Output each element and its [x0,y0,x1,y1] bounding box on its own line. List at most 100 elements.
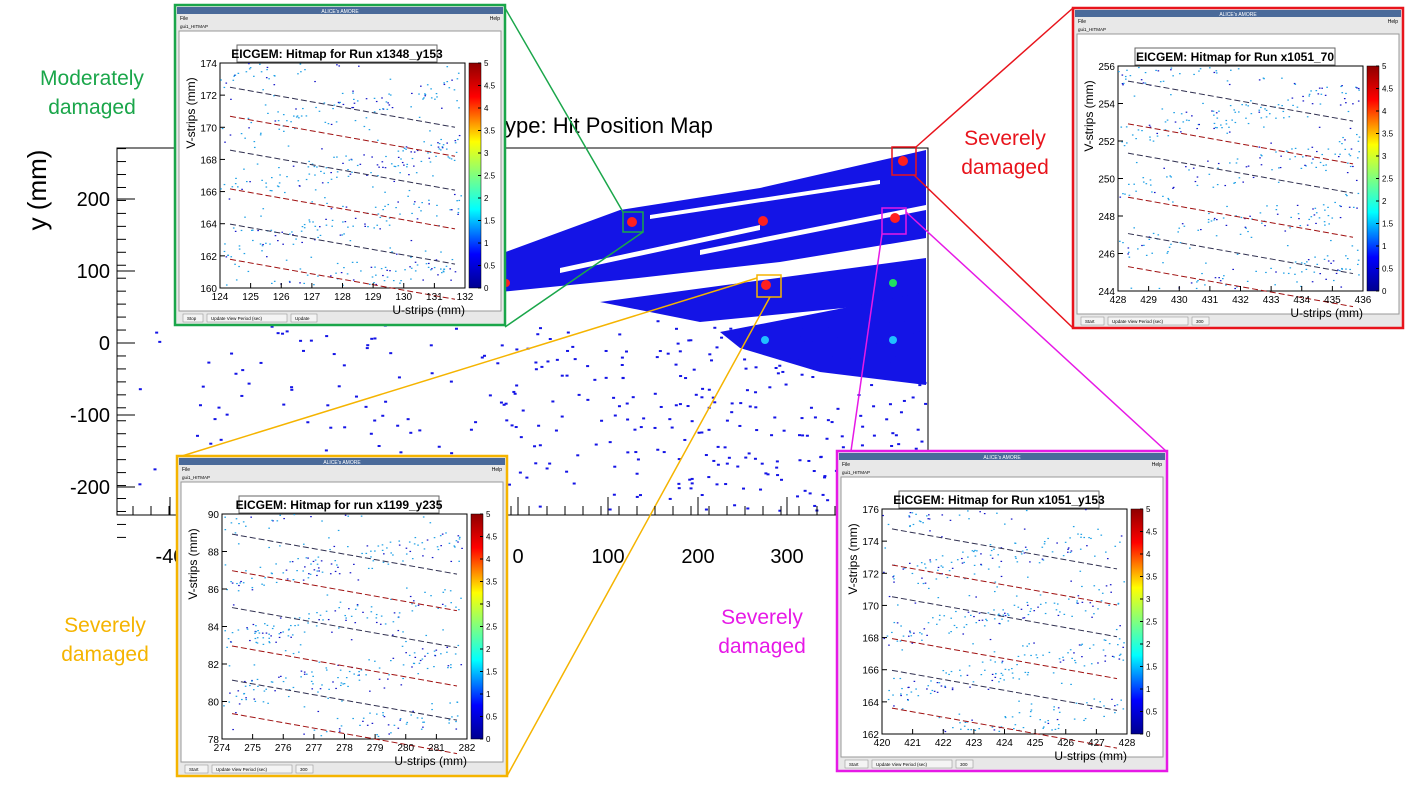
hit [388,217,391,219]
hit [336,64,338,66]
hit [989,544,992,546]
hit [442,270,445,272]
hit [1266,205,1268,207]
hit [1092,644,1095,646]
button[interactable] [1191,316,1210,326]
hit [418,93,420,95]
hit [353,673,356,675]
button[interactable] [295,764,314,774]
hit [1284,230,1287,232]
x-tick-label: 425 [1027,738,1044,749]
hit [316,574,318,577]
hit [1037,606,1039,608]
hit [283,130,285,132]
hit [928,518,931,520]
hit [429,344,433,347]
hit [808,492,812,495]
hit [291,634,294,636]
hit [270,572,273,574]
hit [626,418,630,421]
hit [326,202,328,205]
button[interactable] [206,313,288,323]
hit [1356,87,1358,89]
button[interactable] [844,759,869,769]
button[interactable] [1107,316,1189,326]
button[interactable] [290,313,318,323]
button[interactable] [182,313,204,323]
hit [967,611,970,613]
button[interactable] [211,764,293,774]
hit [936,681,939,684]
hit [962,551,964,553]
hit [917,582,919,585]
hit [1118,658,1121,660]
hit [951,687,954,689]
hit [1321,87,1323,89]
hit [1213,219,1215,221]
x-tick-label: 131 [426,292,443,303]
hit [272,625,275,627]
hit [1004,612,1006,614]
hit [272,520,274,522]
hit [270,635,272,637]
hit [274,120,277,122]
hit [400,684,403,686]
hit [1276,205,1278,207]
button[interactable] [1080,316,1105,326]
hit [993,548,995,550]
hit [716,445,720,448]
hit [266,256,268,258]
hit [317,710,320,713]
hit [1120,126,1123,128]
hit [270,229,273,231]
hit [1261,222,1263,224]
hit [390,660,392,662]
y-tick-label: 168 [862,634,879,645]
hit [1014,556,1017,558]
hit [433,266,436,269]
hit [288,689,291,691]
hit [1108,643,1111,645]
hit [274,690,276,692]
hit [840,435,844,438]
hit [240,229,243,232]
hit [447,665,450,667]
hit [1352,165,1354,168]
hit [884,547,887,549]
hit [356,164,359,167]
button[interactable] [871,759,953,769]
hit [1198,123,1201,126]
button[interactable] [955,759,974,769]
hit [1017,606,1020,608]
hit [372,560,375,562]
hit [869,374,873,377]
hit [1185,111,1188,113]
hit [342,205,344,208]
hit [938,614,941,616]
hit [245,71,248,73]
hit [406,721,409,724]
hit [375,613,378,616]
hit [1024,671,1027,674]
hit [913,680,916,682]
hit [271,190,273,192]
hit [422,516,425,518]
hit [342,162,344,164]
hit [1003,679,1005,681]
button[interactable] [184,764,209,774]
hit [315,106,317,109]
hit [1294,273,1296,275]
hit [251,586,254,589]
hit [238,265,240,268]
hit [354,608,357,610]
hit [446,142,448,144]
hit [438,148,441,150]
hit [282,572,285,574]
hit [686,405,690,408]
hit [426,539,429,541]
hit [1173,112,1175,114]
hit [1323,258,1326,260]
hit [387,724,390,726]
y-tick-label: 172 [862,569,879,580]
hit [410,106,412,108]
